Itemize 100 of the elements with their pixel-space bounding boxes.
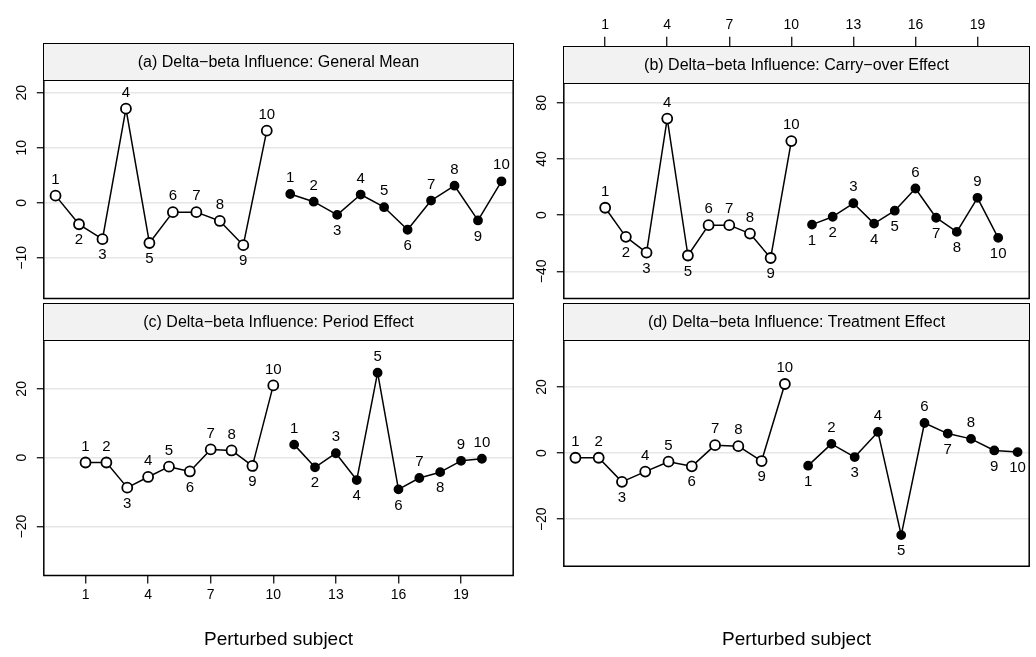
y-tick-label: 0 (12, 453, 29, 462)
annotation: 2 (828, 222, 837, 240)
point (785, 135, 798, 147)
point (355, 189, 366, 200)
point (702, 219, 715, 232)
annotation: 4 (641, 445, 650, 463)
x-axis-title: Perturbed subject (204, 627, 354, 649)
point (889, 205, 900, 216)
y-tick-label: 20 (12, 380, 29, 397)
point (661, 112, 674, 125)
annotation: 4 (121, 82, 131, 100)
point (931, 212, 942, 223)
annotation: 6 (394, 495, 403, 513)
point (308, 196, 319, 207)
x-tick-label: 19 (969, 16, 986, 33)
x-tick-label: 16 (907, 16, 924, 33)
point (972, 192, 983, 203)
point (755, 455, 768, 467)
point (682, 249, 694, 262)
annotation: 1 (803, 471, 813, 489)
point (121, 481, 134, 494)
point (225, 444, 238, 457)
annotation: 3 (333, 221, 342, 239)
point (285, 189, 296, 199)
annotation: 6 (185, 477, 195, 495)
annotation: 7 (710, 419, 720, 437)
y-tick-label: 40 (532, 151, 549, 167)
annotation: 8 (952, 238, 961, 256)
annotation: 4 (143, 451, 153, 469)
chart-title: (c) Delta−beta Influence: Period Effect (43, 303, 514, 341)
point (685, 460, 698, 473)
annotation: 1 (289, 418, 299, 436)
point (414, 473, 425, 483)
point (989, 445, 1000, 456)
annotation: 3 (123, 493, 132, 511)
x-tick-label: 7 (725, 16, 734, 33)
annotation: 10 (989, 243, 1007, 261)
annotation: 6 (403, 235, 412, 253)
point (267, 379, 280, 392)
annotation: 2 (309, 175, 318, 193)
point (849, 452, 860, 462)
point (142, 471, 155, 483)
point (803, 460, 814, 471)
annotation: 6 (704, 199, 713, 217)
point (402, 224, 413, 235)
y-tick-label: 10 (12, 139, 29, 156)
annotation: 7 (426, 174, 436, 192)
point (639, 465, 652, 478)
annotation: 9 (990, 456, 999, 474)
point (616, 475, 628, 488)
x-tick-label: 4 (144, 585, 153, 602)
annotation: 10 (776, 358, 794, 376)
annotation: 9 (473, 226, 483, 244)
annotation: 10 (782, 115, 800, 133)
point (640, 246, 653, 259)
annotation: 5 (683, 261, 693, 279)
annotation: 4 (869, 229, 879, 247)
annotation: 6 (687, 472, 696, 490)
annotation: 8 (227, 424, 236, 442)
annotation: 4 (873, 406, 883, 424)
point (190, 206, 203, 219)
annotation: 10 (473, 432, 491, 450)
point (709, 439, 721, 452)
point (372, 367, 383, 378)
annotation: 5 (897, 541, 906, 559)
annotation: 3 (849, 177, 858, 195)
annotation: 8 (734, 420, 743, 438)
x-tick-label: 13 (328, 585, 344, 602)
point (435, 467, 446, 478)
point (951, 227, 962, 237)
annotation: 10 (1009, 458, 1026, 476)
point (379, 202, 390, 213)
annotation: 2 (827, 417, 836, 435)
annotation: 2 (594, 431, 603, 449)
point (246, 460, 259, 472)
annotation: 3 (98, 245, 107, 263)
annotation: 1 (286, 168, 295, 186)
point (966, 433, 976, 444)
y-tick-label: −40 (532, 259, 549, 284)
annotation: 9 (456, 434, 466, 452)
x-tick-label: 1 (601, 16, 610, 33)
point (237, 239, 250, 252)
annotation: 5 (373, 346, 382, 364)
annotation: 8 (450, 159, 459, 177)
annotation: 10 (493, 155, 510, 173)
annotation: 5 (145, 249, 154, 267)
annotation: 5 (664, 435, 673, 453)
point (456, 455, 466, 466)
point (496, 176, 507, 187)
point (310, 462, 320, 473)
annotation: 3 (617, 488, 627, 506)
annotation: 7 (192, 186, 201, 204)
point (163, 460, 175, 473)
y-tick-label: −20 (532, 507, 549, 532)
annotation: 1 (81, 436, 90, 454)
x-tick-label: 4 (663, 16, 672, 33)
point (942, 428, 953, 439)
point (477, 453, 487, 464)
annotation: 5 (164, 440, 174, 458)
annotation: 9 (757, 467, 766, 485)
